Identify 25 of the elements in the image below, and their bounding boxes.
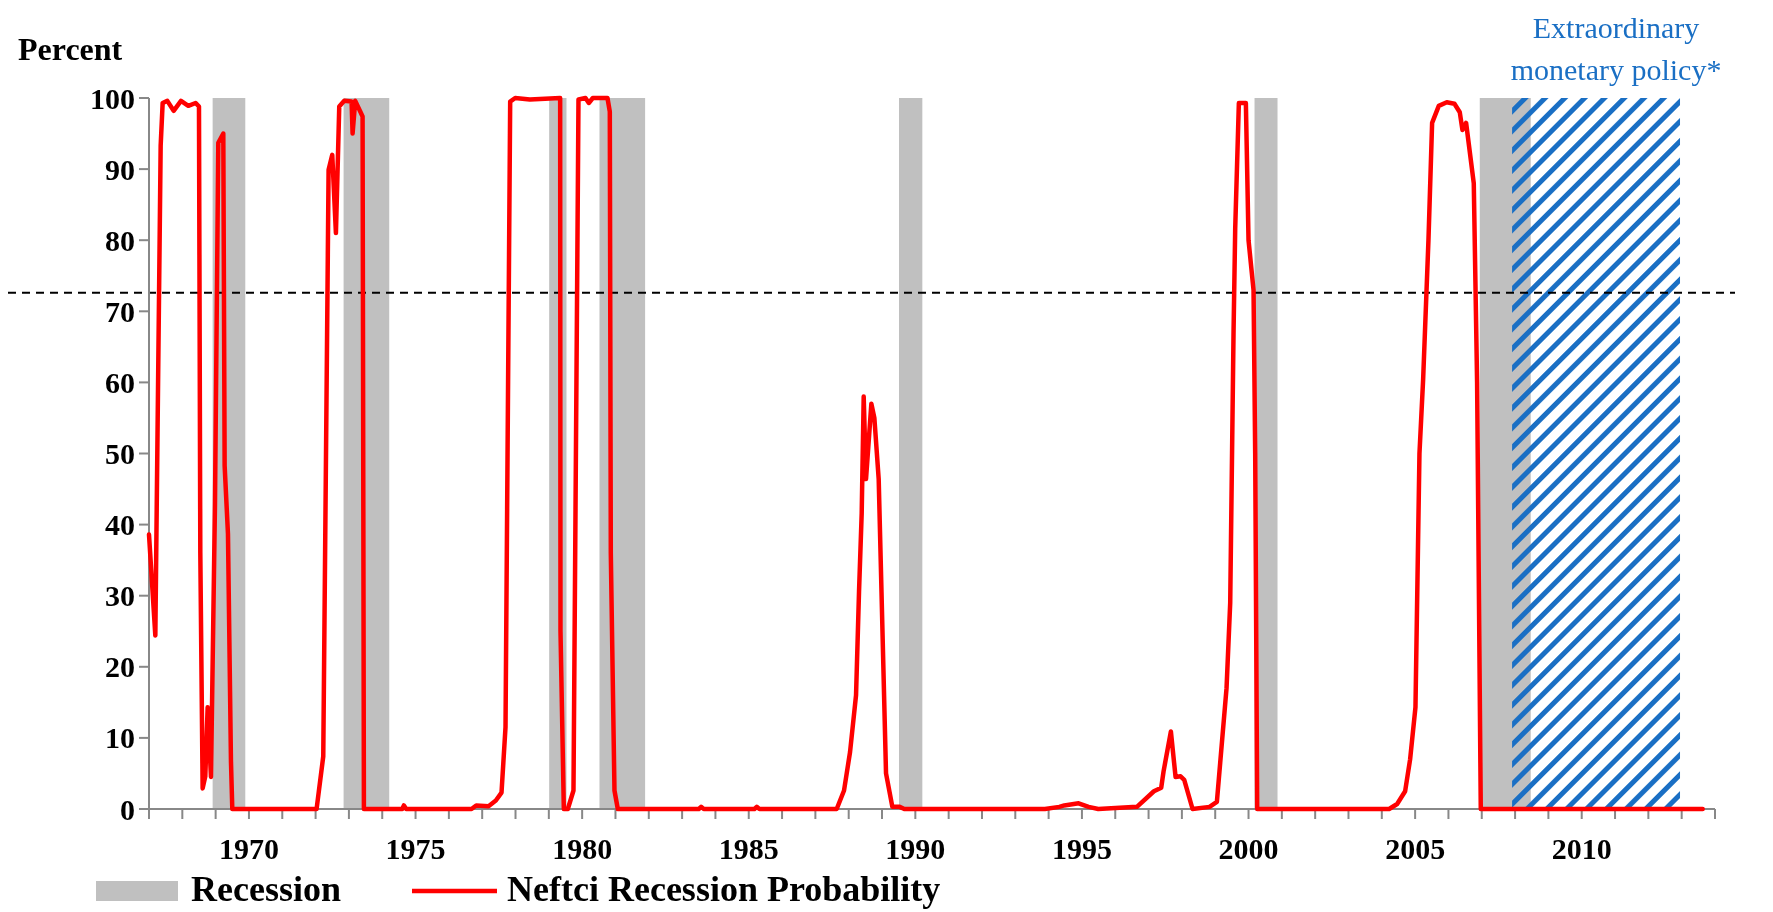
legend-label: Neftci Recession Probability: [507, 869, 941, 909]
y-tick-label: 40: [105, 508, 135, 542]
y-tick-label: 100: [90, 81, 135, 115]
x-tick-label: 1990: [885, 832, 946, 865]
y-tick-label: 20: [105, 650, 135, 684]
x-tick-label: 1980: [552, 832, 613, 865]
x-tick-label: 2010: [1551, 832, 1612, 865]
y-tick-label: 0: [120, 792, 135, 826]
band-label: Recession: [191, 869, 341, 909]
y-tick-label: 80: [105, 223, 135, 257]
x-tick-label: 1970: [218, 832, 279, 865]
y-tick-label: 10: [105, 721, 135, 755]
x-tick-label: 1985: [718, 832, 779, 865]
y-tick-label: 60: [105, 365, 135, 399]
y-tick-label: 30: [105, 579, 135, 613]
x-tick-label: 2000: [1218, 832, 1279, 865]
y-axis-title: Percent: [18, 31, 123, 67]
y-tick-label: 50: [105, 437, 135, 470]
x-tick-label: 2005: [1385, 832, 1446, 865]
y-tick-label: 70: [105, 294, 135, 328]
x-tick-label: 1995: [1051, 832, 1112, 865]
y-tick-label: 90: [105, 152, 135, 186]
line-series: [146, 95, 1705, 812]
band-label: Extraordinary monetary policy*: [1510, 11, 1722, 86]
x-tick-label: 1975: [385, 832, 446, 865]
